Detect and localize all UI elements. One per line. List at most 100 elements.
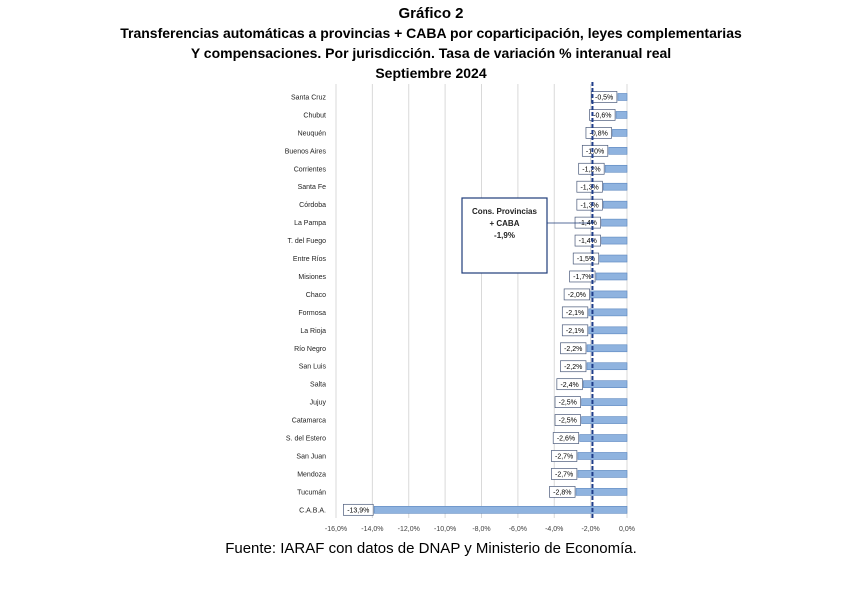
category-label: Santa Fe xyxy=(298,184,327,191)
data-label: -2,1% xyxy=(566,328,584,335)
bar xyxy=(601,218,628,227)
data-label-box xyxy=(560,360,587,373)
data-label-box xyxy=(563,288,590,301)
data-label: -2,5% xyxy=(559,418,577,425)
data-label-box xyxy=(561,324,589,337)
data-label: -1,2% xyxy=(582,166,600,173)
data-label: -1,5% xyxy=(577,256,595,263)
data-label-box xyxy=(560,342,587,355)
category-label: Salta xyxy=(310,382,326,389)
data-label: -1,0% xyxy=(586,148,604,155)
data-label: -0,6% xyxy=(593,113,611,120)
bar xyxy=(581,416,628,424)
category-label: C.A.B.A. xyxy=(299,507,326,514)
callout-text: -1,9% xyxy=(494,231,515,240)
category-label: Catamarca xyxy=(292,418,326,425)
data-label-box xyxy=(561,306,589,319)
category-label: Chubut xyxy=(303,112,326,119)
data-label: -1,7% xyxy=(573,274,591,281)
x-tick-label: -8,0% xyxy=(472,526,490,533)
callout-text: + CABA xyxy=(489,219,519,228)
data-label-box xyxy=(578,162,605,175)
data-label: -2,0% xyxy=(568,292,586,299)
x-tick-label: -4,0% xyxy=(545,526,563,533)
category-label: Misiones xyxy=(298,274,326,281)
category-label: Mendoza xyxy=(297,471,326,478)
data-label-box xyxy=(576,180,603,193)
category-label: San Luis xyxy=(299,364,327,371)
bar xyxy=(373,506,628,514)
data-label: -0,8% xyxy=(590,130,608,137)
data-label: -1,4% xyxy=(579,238,597,245)
data-label-box xyxy=(581,144,609,157)
data-label: -1,4% xyxy=(579,220,597,227)
category-label: S. del Estero xyxy=(286,436,326,443)
x-tick-label: -6,0% xyxy=(509,526,527,533)
data-label: -2,7% xyxy=(555,454,573,461)
data-label: -13,9% xyxy=(347,507,369,514)
data-label-box xyxy=(554,396,581,408)
data-label-box xyxy=(551,468,578,480)
data-label-box xyxy=(585,127,612,139)
data-label-box xyxy=(591,91,618,103)
data-label-box xyxy=(551,450,578,462)
bar xyxy=(595,272,628,281)
category-label: Tucumán xyxy=(297,489,326,496)
x-tick-label: -2,0% xyxy=(581,526,599,533)
bar xyxy=(612,129,628,137)
bar xyxy=(581,398,628,406)
bar xyxy=(608,147,628,155)
bar xyxy=(586,344,628,353)
category-label: Corrientes xyxy=(294,166,327,173)
data-label: -1,3% xyxy=(580,202,598,209)
category-label: Río Negro xyxy=(294,346,326,353)
bar xyxy=(577,470,628,478)
data-label-box xyxy=(552,432,580,444)
chart-subtitle-3: Septiembre 2024 xyxy=(375,65,487,81)
data-label-box xyxy=(576,198,603,211)
bar xyxy=(604,164,628,173)
data-label: -2,8% xyxy=(553,489,571,496)
callout-box xyxy=(461,197,548,274)
category-label: Córdoba xyxy=(299,202,326,209)
bar xyxy=(590,290,628,299)
x-tick-label: -16,0% xyxy=(325,526,347,533)
data-label: -2,1% xyxy=(566,310,584,317)
data-label-box xyxy=(556,378,583,391)
category-label: San Juan xyxy=(296,453,326,460)
category-label: Buenos Aires xyxy=(285,148,327,155)
category-label: T. del Fuego xyxy=(287,238,326,245)
chart-title: Gráfico 2 xyxy=(398,5,464,22)
category-label: Chaco xyxy=(306,292,326,299)
bar xyxy=(579,434,628,442)
category-label: Santa Cruz xyxy=(291,94,327,101)
bar xyxy=(617,93,628,101)
source-note: Fuente: IARAF con datos de DNAP y Minist… xyxy=(225,540,637,557)
data-label: -2,2% xyxy=(564,364,582,371)
bar xyxy=(588,326,628,335)
chart-subtitle-1: Transferencias automáticas a provincias … xyxy=(120,25,742,41)
category-label: Entre Ríos xyxy=(293,256,327,263)
data-label-box xyxy=(549,486,576,498)
data-label: -1,3% xyxy=(580,184,598,191)
bar xyxy=(603,182,628,191)
category-label: La Pampa xyxy=(294,220,326,227)
category-label: Neuquén xyxy=(298,130,327,137)
data-label-box xyxy=(343,503,374,516)
data-label-box xyxy=(572,252,600,265)
chart-subtitle-2: Y compensaciones. Por jurisdicción. Tasa… xyxy=(190,45,672,61)
data-label: -2,6% xyxy=(557,436,575,443)
bar xyxy=(575,488,628,496)
bar xyxy=(577,452,628,460)
data-label: -2,5% xyxy=(559,400,577,407)
data-label-box xyxy=(554,414,581,426)
bar xyxy=(583,380,628,388)
category-label: Formosa xyxy=(298,310,326,317)
data-label: -2,2% xyxy=(564,346,582,353)
x-tick-label: 0,0% xyxy=(619,526,635,533)
bar xyxy=(588,308,628,317)
x-tick-label: -10,0% xyxy=(434,526,456,533)
data-label-box xyxy=(589,109,616,121)
bar xyxy=(603,200,628,209)
